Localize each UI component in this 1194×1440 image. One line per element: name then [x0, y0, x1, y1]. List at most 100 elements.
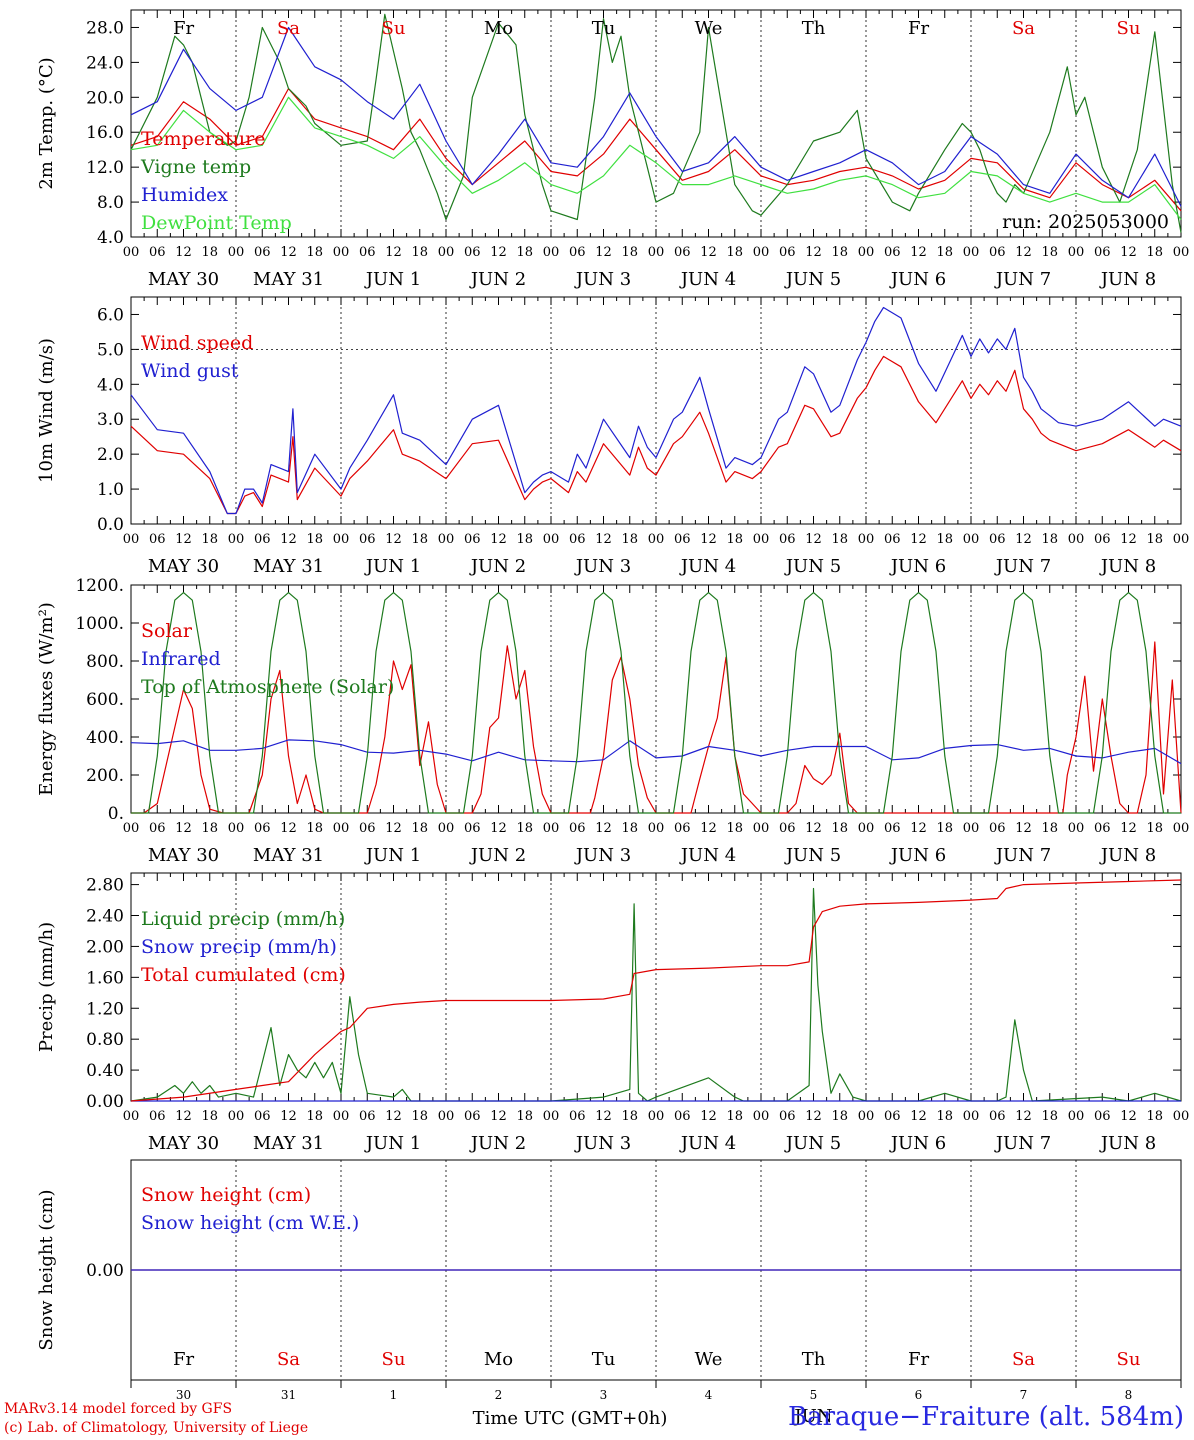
date-label: JUN 8: [1099, 1133, 1156, 1154]
x-tick-label: 12: [1015, 1109, 1032, 1124]
x-tick-label: 18: [201, 1109, 218, 1124]
x-tick-label: 00: [333, 821, 350, 836]
x-tick-label: 06: [1094, 245, 1111, 260]
x-tick-label: 12: [595, 245, 612, 260]
x-tick-label: 12: [1015, 821, 1032, 836]
x-tick-label: 12: [280, 1109, 297, 1124]
date-label: JUN 3: [574, 1133, 631, 1154]
weekday-label: Th: [802, 18, 826, 39]
y-tick-label: 2.40: [86, 907, 124, 927]
x-tick-label: 06: [779, 245, 796, 260]
x-tick-label: 00: [228, 532, 245, 547]
weekday-label: We: [695, 18, 723, 39]
x-tick-label: 00: [438, 245, 455, 260]
date-label: JUN 6: [889, 269, 946, 290]
series-line-infrared: [130, 739, 1182, 765]
x-tick-label: 12: [595, 821, 612, 836]
x-tick-label: 06: [989, 245, 1006, 260]
x-tick-label: 18: [1041, 245, 1058, 260]
x-tick-label: 00: [963, 532, 980, 547]
y-tick-label: 0.40: [86, 1061, 124, 1081]
y-tick-label: 1000.: [75, 614, 124, 634]
legend-entry: Liquid precip (mm/h): [141, 908, 345, 930]
y-tick-label: 1200.: [75, 576, 124, 596]
day-number-label: 7: [1020, 1388, 1028, 1402]
y-tick-label: 1.20: [86, 999, 124, 1019]
y-axis-title: 2m Temp. (°C): [36, 57, 57, 189]
bottom-month-label: JUN: [792, 1406, 832, 1427]
date-label: JUN 4: [679, 556, 736, 577]
x-tick-label: 00: [648, 1109, 665, 1124]
date-label: MAY 31: [253, 556, 324, 577]
series-line-humidex: [130, 26, 1182, 207]
date-label: JUN 1: [364, 556, 421, 577]
x-tick-label: 06: [359, 532, 376, 547]
date-label: MAY 30: [148, 269, 219, 290]
run-label: run: 2025053000: [1002, 211, 1169, 233]
x-tick-label: 00: [1173, 821, 1190, 836]
x-tick-label: 06: [1094, 821, 1111, 836]
date-label: JUN 6: [889, 1133, 946, 1154]
x-tick-label: 18: [201, 821, 218, 836]
date-label: JUN 1: [364, 269, 421, 290]
x-tick-label: 06: [884, 245, 901, 260]
x-tick-label: 00: [648, 821, 665, 836]
date-label: MAY 31: [253, 1133, 324, 1154]
x-tick-label: 06: [674, 245, 691, 260]
x-tick-label: 18: [621, 532, 638, 547]
x-tick-label: 12: [490, 821, 507, 836]
date-label: JUN 4: [679, 269, 736, 290]
x-tick-label: 00: [228, 1109, 245, 1124]
x-tick-label: 12: [1015, 245, 1032, 260]
x-tick-label: 00: [858, 821, 875, 836]
weekday-label: Su: [1117, 1349, 1141, 1370]
x-tick-label: 18: [1041, 532, 1058, 547]
x-tick-label: 06: [359, 245, 376, 260]
series-line-liquid-precip-mm-h: [130, 887, 1182, 1102]
x-tick-label: 18: [516, 532, 533, 547]
y-tick-label: 16.0: [86, 123, 124, 143]
x-tick-label: 18: [306, 1109, 323, 1124]
x-tick-label: 00: [858, 245, 875, 260]
x-tick-label: 00: [753, 1109, 770, 1124]
date-label: JUN 3: [574, 556, 631, 577]
date-label: MAY 30: [148, 556, 219, 577]
y-tick-label: 2.80: [86, 876, 124, 896]
weekday-label: Sa: [277, 18, 300, 39]
weekday-label: Tu: [592, 1349, 616, 1370]
y-tick-label: 400.: [86, 728, 124, 748]
x-tick-label: 12: [805, 821, 822, 836]
date-label: JUN 6: [889, 845, 946, 866]
date-label: JUN 2: [469, 556, 526, 577]
series-line-solar: [131, 641, 1182, 814]
x-tick-label: 00: [438, 532, 455, 547]
y-tick-label: 0.00: [86, 1261, 124, 1281]
x-tick-label: 12: [490, 245, 507, 260]
x-tick-label: 00: [1068, 1109, 1085, 1124]
legend-entry: Solar: [141, 620, 193, 642]
x-tick-label: 12: [910, 532, 927, 547]
x-tick-label: 06: [149, 245, 166, 260]
date-label: JUN 2: [469, 1133, 526, 1154]
x-tick-label: 18: [1146, 821, 1163, 836]
date-label: JUN 7: [994, 269, 1051, 290]
x-tick-label: 18: [621, 1109, 638, 1124]
x-tick-label: 06: [464, 821, 481, 836]
panel-frame: [130, 296, 1182, 525]
x-tick-label: 00: [1173, 1109, 1190, 1124]
x-tick-label: 00: [123, 532, 140, 547]
x-tick-label: 06: [569, 532, 586, 547]
x-tick-label: 00: [753, 245, 770, 260]
legend-entry: DewPoint Temp: [141, 212, 292, 234]
x-tick-label: 12: [595, 1109, 612, 1124]
date-label: MAY 31: [253, 269, 324, 290]
x-tick-label: 00: [123, 1109, 140, 1124]
date-label: JUN 5: [784, 845, 841, 866]
x-tick-label: 06: [1094, 1109, 1111, 1124]
x-tick-label: 00: [1068, 245, 1085, 260]
day-number-label: 1: [390, 1388, 398, 1402]
y-axis-title: 10m Wind (m/s): [36, 338, 57, 483]
y-tick-label: 600.: [86, 690, 124, 710]
y-tick-label: 2.0: [97, 445, 124, 465]
x-tick-label: 18: [936, 821, 953, 836]
